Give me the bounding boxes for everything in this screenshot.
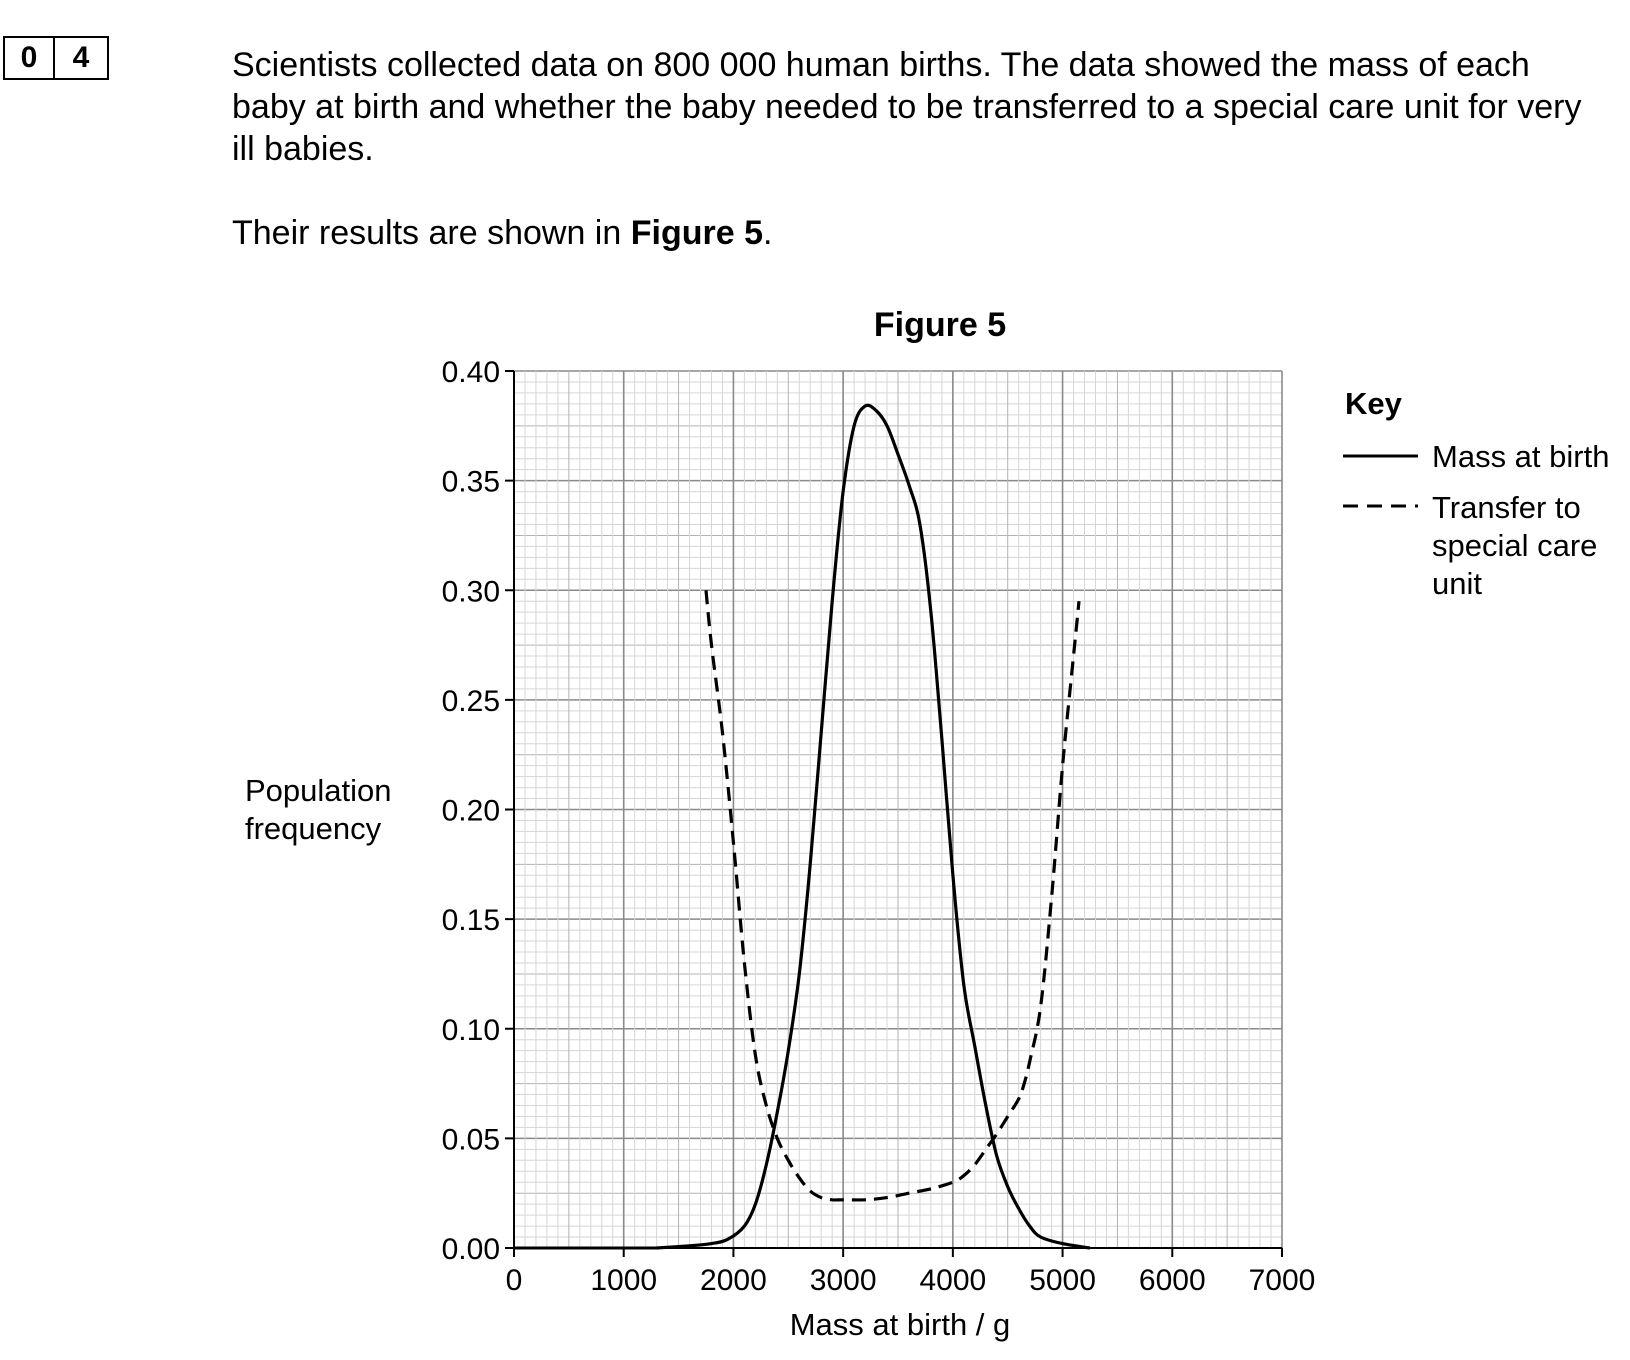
question-number: 0 4 <box>3 36 109 80</box>
y-tick-label: 0.30 <box>442 575 500 608</box>
legend-label-transfer-line-1: Transfer to <box>1432 490 1581 525</box>
y-axis-label-line-2: frequency <box>245 811 382 846</box>
legend-title: Key <box>1345 386 1403 421</box>
results-figure-ref: Figure 5 <box>630 214 763 252</box>
results-prefix: Their results are shown in <box>232 214 631 252</box>
y-tick-label: 0.35 <box>442 466 500 499</box>
y-axis-label-line-1: Population <box>245 773 392 808</box>
chart-grid <box>513 370 1283 1249</box>
chart-axes <box>505 370 1283 1257</box>
x-tick-label: 3000 <box>810 1264 877 1297</box>
x-tick-label: 4000 <box>919 1264 986 1297</box>
chart-series <box>514 403 1091 1250</box>
series-mass-at-birth-line <box>656 403 1091 1250</box>
chart-title: Figure 5 <box>874 306 1006 344</box>
y-tick-label: 0.40 <box>442 356 500 389</box>
y-tick-label: 0.05 <box>442 1123 500 1156</box>
y-tick-label: 0.20 <box>442 795 500 828</box>
x-tick-label: 5000 <box>1029 1264 1096 1297</box>
y-tick-label: 0.00 <box>442 1233 500 1266</box>
x-tick-label: 2000 <box>700 1264 767 1297</box>
question-intro: Scientists collected data on 800 000 hum… <box>232 46 1582 168</box>
results-suffix: . <box>762 214 773 252</box>
legend: Key Mass at birth Transfer to special ca… <box>1343 386 1609 601</box>
legend-label-transfer-line-3: unit <box>1432 566 1482 601</box>
results-sentence: Their results are shown in Figure 5. <box>232 214 772 253</box>
y-tick-label: 0.25 <box>442 685 500 718</box>
x-tick-label: 6000 <box>1139 1264 1206 1297</box>
x-tick-label: 1000 <box>590 1264 657 1297</box>
x-tick-labels: 0 1000 2000 3000 4000 5000 6000 7000 <box>506 1264 1316 1297</box>
series-transfer-special-care-line <box>704 590 1081 1202</box>
y-tick-label: 0.15 <box>442 904 500 937</box>
question-number-digit-1: 0 <box>3 36 55 80</box>
y-tick-label: 0.10 <box>442 1014 500 1047</box>
legend-label-transfer-line-2: special care <box>1432 528 1597 563</box>
x-tick-label: 7000 <box>1249 1264 1316 1297</box>
x-tick-label: 0 <box>506 1264 523 1297</box>
legend-label-mass-at-birth: Mass at birth <box>1432 439 1609 474</box>
question-number-digit-2: 4 <box>55 36 109 80</box>
x-axis-label: Mass at birth / g <box>790 1307 1011 1342</box>
y-tick-labels: 0.00 0.05 0.10 0.15 0.20 0.25 0.30 0.35 0.40 <box>442 356 500 1266</box>
